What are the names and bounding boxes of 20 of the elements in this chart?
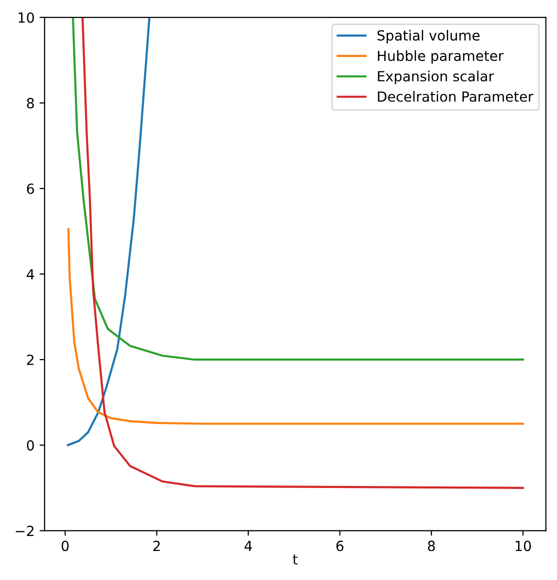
x-axis-title: t	[292, 554, 298, 564]
legend-label: Spatial volume	[378, 30, 480, 44]
legend-label: Hubble parameter	[378, 50, 504, 64]
y-tick-label: 4	[26, 269, 34, 280]
x-tick-label: 8	[428, 540, 435, 552]
y-tick-label: −2	[16, 526, 34, 536]
y-tick-label: 6	[26, 183, 34, 194]
x-tick-label: 10	[516, 540, 531, 552]
legend-label: Decelration Parameter	[378, 91, 534, 102]
line-series	[66, 17, 150, 446]
x-tick-label: 2	[153, 540, 160, 551]
y-tick-label: 10	[18, 12, 34, 23]
y-tick-label: 2	[27, 354, 34, 365]
line-series	[67, 228, 524, 425]
y-tick-label: 8	[26, 98, 34, 108]
y-tick-label: 0	[26, 440, 34, 451]
x-tick-label: 6	[336, 540, 344, 552]
x-tick-label: 0	[62, 540, 69, 552]
x-tick-label: 4	[244, 540, 252, 551]
legend-label: Expansion scalar	[378, 70, 494, 84]
